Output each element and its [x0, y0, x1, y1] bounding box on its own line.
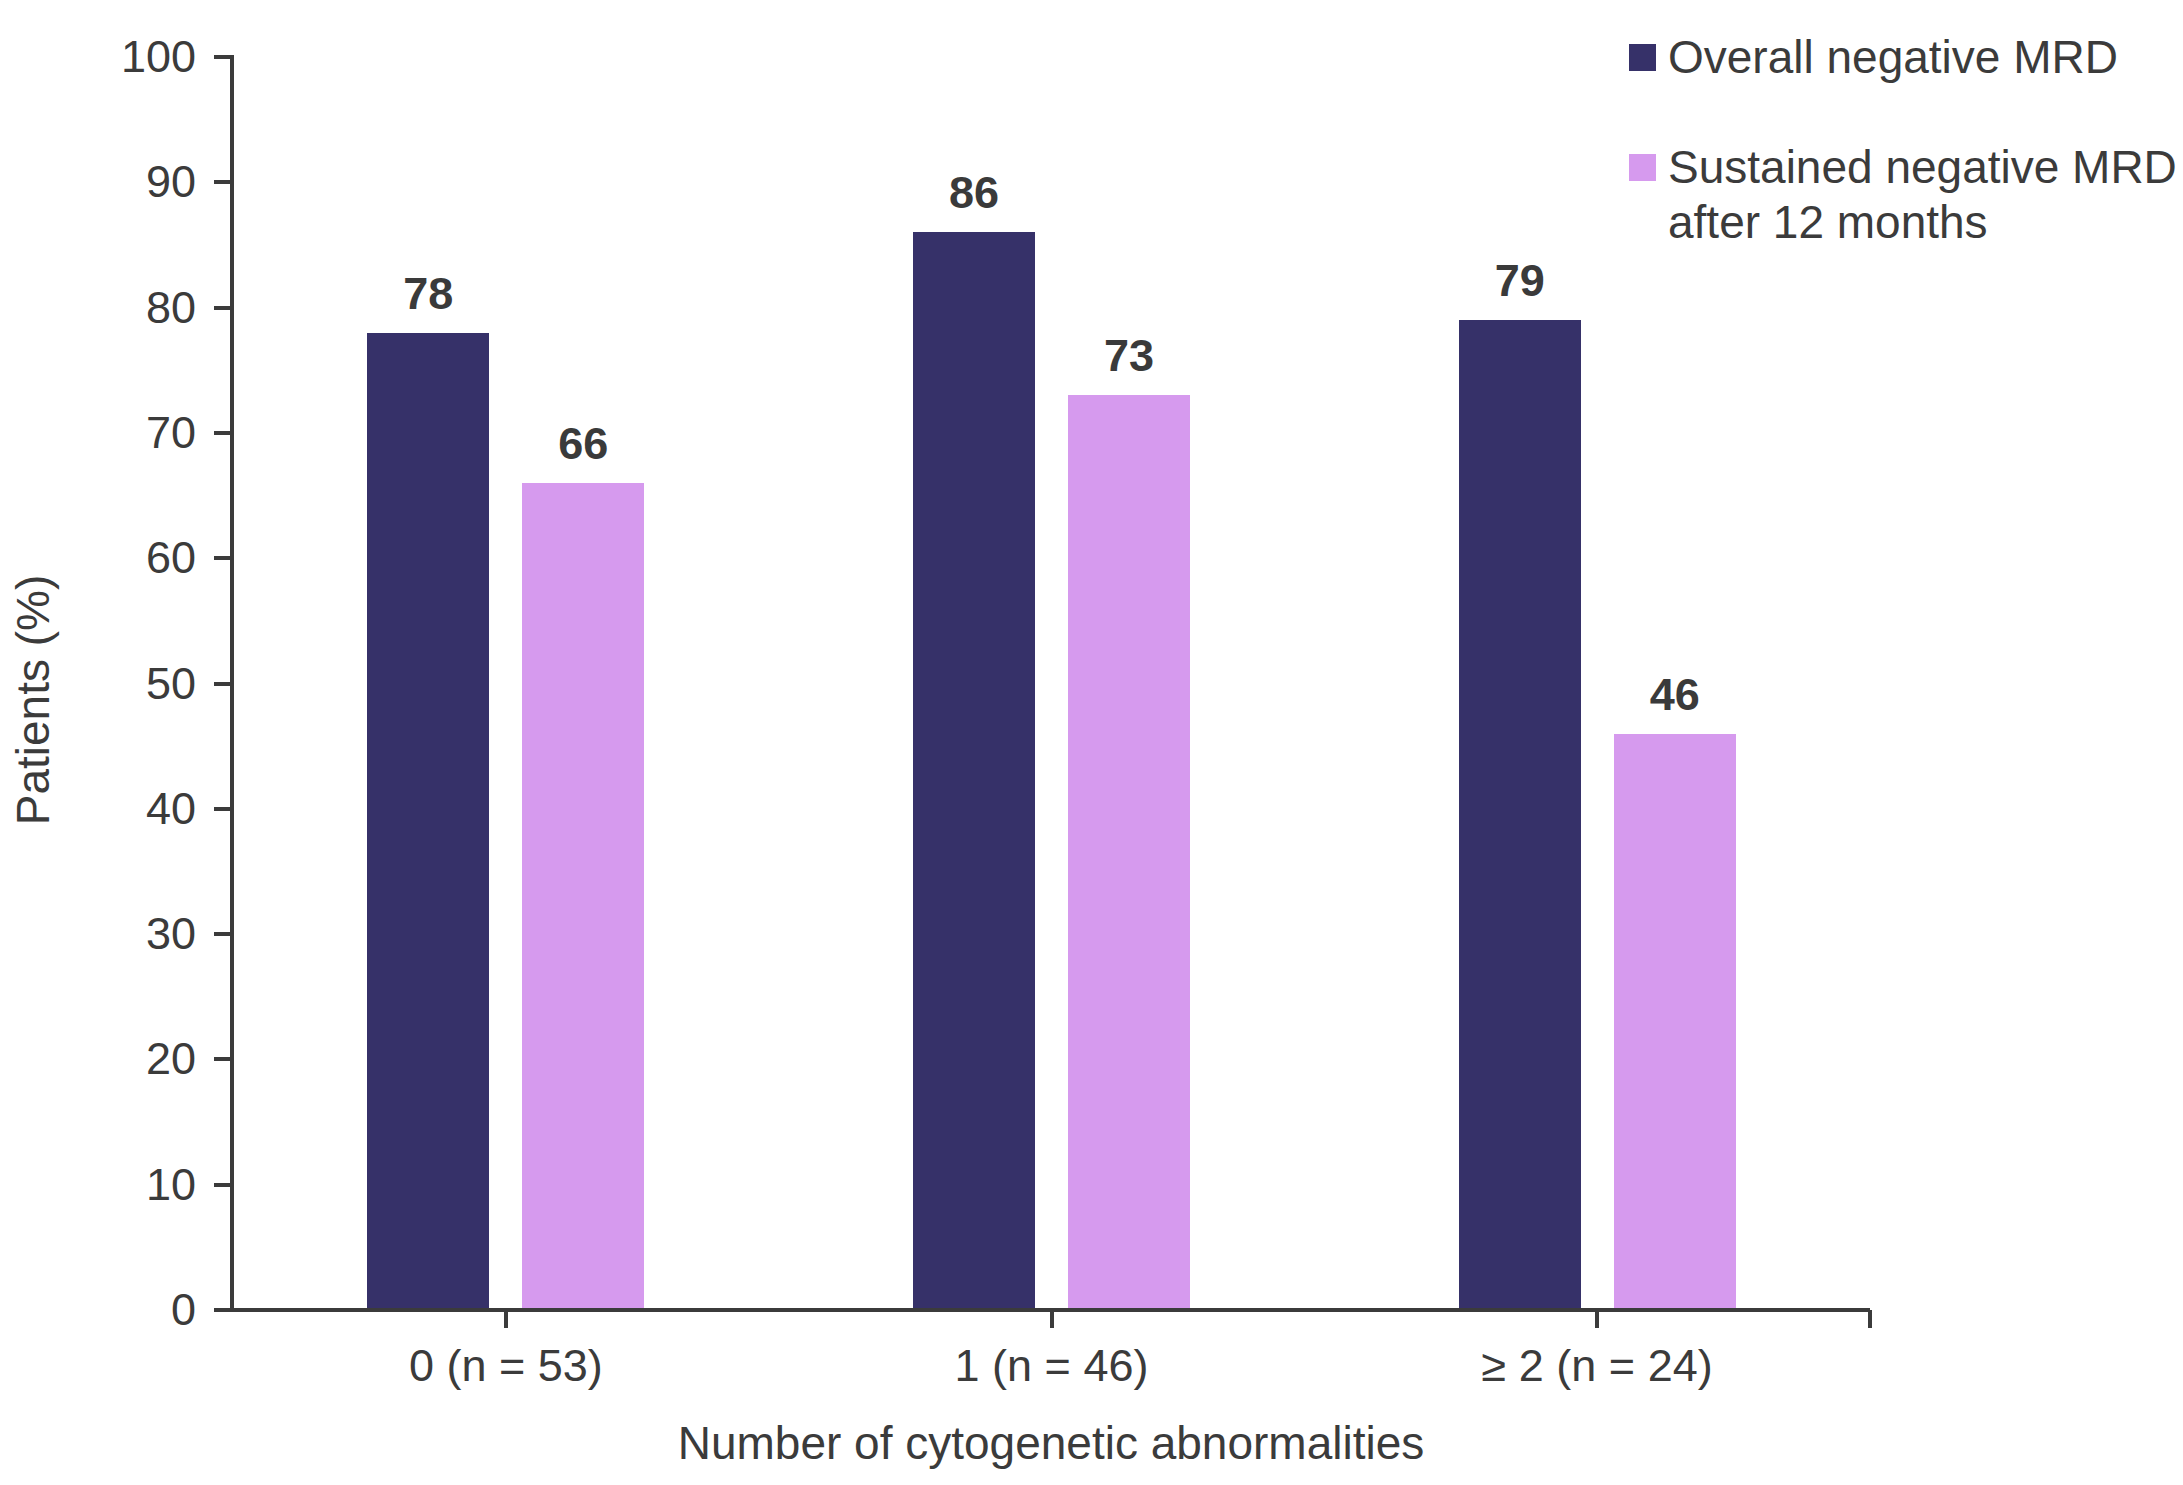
- bar: [913, 232, 1035, 1310]
- x-category-label: 1 (n = 46): [802, 1340, 1302, 1392]
- x-category-label: ≥ 2 (n = 24): [1347, 1340, 1847, 1392]
- y-tick: [214, 180, 230, 184]
- y-tick-label: 0: [0, 1282, 196, 1338]
- bar-value-label: 86: [894, 168, 1054, 218]
- y-tick-label: 10: [0, 1157, 196, 1213]
- y-tick: [214, 1308, 230, 1312]
- legend: Overall negative MRD Sustained negative M…: [1629, 30, 2177, 305]
- legend-swatch: [1629, 154, 1656, 181]
- y-tick: [214, 306, 230, 310]
- chart-canvas: 788679667346 0102030405060708090100 0 (n…: [0, 0, 2183, 1485]
- y-tick-label: 90: [0, 154, 196, 210]
- x-axis-title: Number of cytogenetic abnormalities: [351, 1416, 1751, 1470]
- y-axis-line: [230, 55, 234, 1312]
- y-tick: [214, 932, 230, 936]
- legend-label: Overall negative MRD: [1668, 30, 2118, 85]
- x-axis-line: [214, 1308, 1870, 1312]
- x-tick: [504, 1310, 508, 1328]
- legend-swatch: [1629, 44, 1656, 71]
- bar: [1068, 395, 1190, 1310]
- y-tick: [214, 1057, 230, 1061]
- legend-label-line: Sustained negative MRD: [1668, 140, 2177, 195]
- x-tick: [1050, 1310, 1054, 1328]
- y-tick-label: 80: [0, 280, 196, 336]
- bar-value-label: 46: [1595, 670, 1755, 720]
- bar: [1459, 320, 1581, 1310]
- legend-label-line: after 12 months: [1668, 195, 2177, 250]
- bar-value-label: 73: [1049, 331, 1209, 381]
- bar-value-label: 79: [1440, 256, 1600, 306]
- x-tick: [1595, 1310, 1599, 1328]
- legend-label: Sustained negative MRDafter 12 months: [1668, 140, 2177, 250]
- y-tick: [214, 1183, 230, 1187]
- bar-value-label: 78: [348, 269, 508, 319]
- legend-label-line: Overall negative MRD: [1668, 30, 2118, 85]
- y-axis-title: Patients (%): [5, 350, 61, 1050]
- bar: [522, 483, 644, 1310]
- y-tick: [214, 431, 230, 435]
- x-category-label: 0 (n = 53): [256, 1340, 756, 1392]
- x-axis-end-tick: [1868, 1310, 1872, 1328]
- y-tick: [214, 807, 230, 811]
- legend-item: Sustained negative MRDafter 12 months: [1629, 140, 2177, 250]
- y-tick: [214, 55, 230, 59]
- y-tick: [214, 682, 230, 686]
- y-tick-label: 100: [0, 29, 196, 85]
- bar: [1614, 734, 1736, 1310]
- legend-item: Overall negative MRD: [1629, 30, 2177, 85]
- bar: [367, 333, 489, 1310]
- bar-value-label: 66: [503, 419, 663, 469]
- y-tick: [214, 556, 230, 560]
